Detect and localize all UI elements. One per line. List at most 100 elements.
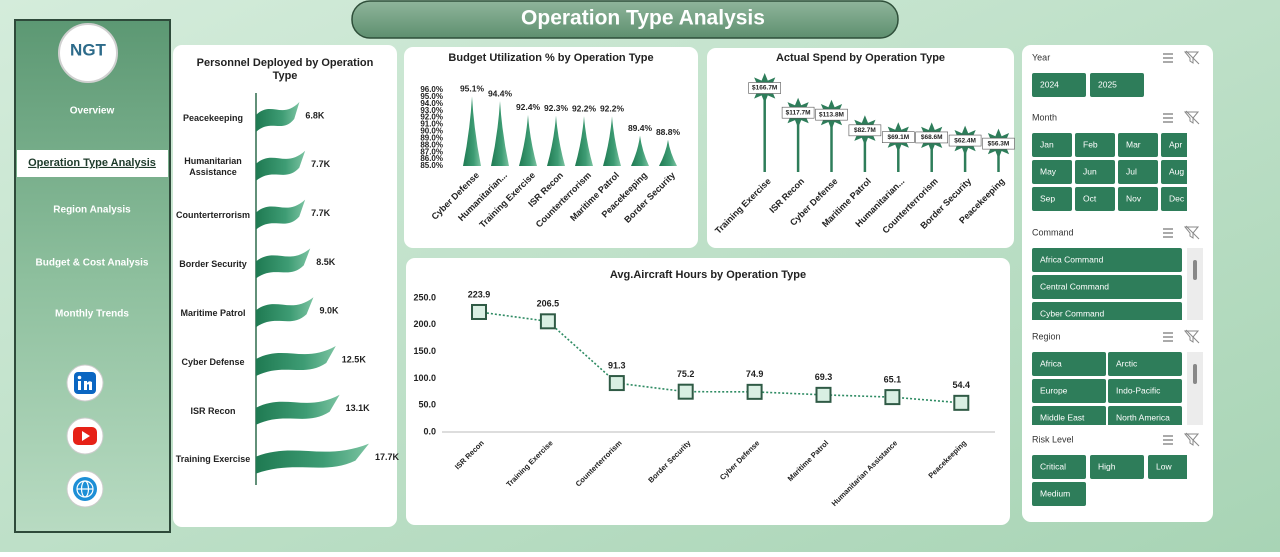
slicer-item[interactable]: Central Command (1040, 281, 1109, 291)
scrollbar[interactable] (1187, 352, 1203, 425)
multi-select-icon[interactable] (1163, 228, 1173, 238)
multi-select-icon[interactable] (1163, 332, 1173, 342)
slicer-button[interactable]: Jun (1075, 160, 1115, 184)
slicer-button-bg[interactable] (1148, 455, 1202, 479)
slicer-button[interactable]: High (1090, 455, 1144, 479)
website-icon[interactable] (66, 470, 104, 508)
slicer-item[interactable]: Dec (1169, 193, 1185, 203)
slicer-button-bg[interactable] (1090, 73, 1144, 97)
slicer-item[interactable]: Indo-Pacific (1116, 385, 1161, 395)
multi-select-icon[interactable] (1163, 113, 1173, 123)
slicer-item[interactable]: Medium (1040, 488, 1070, 498)
slicer-button-bg[interactable] (1032, 379, 1106, 403)
slicer-item[interactable]: 2024 (1040, 79, 1059, 89)
slicer-button-bg[interactable] (1032, 187, 1072, 211)
slicer-item[interactable]: High (1098, 461, 1116, 471)
slicer-item[interactable]: Feb (1083, 139, 1098, 149)
slicer-item[interactable]: 2025 (1098, 79, 1117, 89)
nav-item[interactable]: Budget & Cost Analysis (36, 258, 149, 269)
slicer-item[interactable]: Apr (1169, 139, 1182, 149)
slicer-button-bg[interactable] (1161, 187, 1201, 211)
slicer-button-bg[interactable] (1118, 160, 1158, 184)
slicer-item[interactable]: May (1040, 166, 1057, 176)
multi-select-icon[interactable] (1163, 435, 1173, 445)
slicer-button[interactable]: Apr (1161, 133, 1201, 157)
slicer-button[interactable]: Indo-Pacific (1108, 379, 1182, 403)
clear-filter-icon[interactable] (1183, 50, 1200, 65)
slicer-item[interactable]: Africa (1040, 358, 1062, 368)
slicer-item[interactable]: Jul (1126, 166, 1137, 176)
slicer-button-bg[interactable] (1032, 406, 1106, 430)
slicer-button-bg[interactable] (1032, 73, 1086, 97)
slicer-button-bg[interactable] (1090, 455, 1144, 479)
slicer-button-bg[interactable] (1108, 352, 1182, 376)
slicer-button-bg[interactable] (1032, 352, 1106, 376)
slicer-button[interactable]: Low (1148, 455, 1202, 479)
slicer-item[interactable]: Aug (1169, 166, 1184, 176)
slicer-button[interactable]: Middle East (1032, 406, 1106, 430)
slicer-button[interactable]: May (1032, 160, 1072, 184)
slicer-button[interactable]: Africa Command (1032, 248, 1182, 272)
slicer-item[interactable]: North America (1116, 412, 1170, 422)
slicer-button[interactable]: Arctic (1108, 352, 1182, 376)
slicer-button[interactable]: Medium (1032, 482, 1086, 506)
slicer-item[interactable]: Cyber Command (1040, 308, 1105, 318)
slicer-button[interactable]: Dec (1161, 187, 1201, 211)
slicer-button-bg[interactable] (1161, 133, 1201, 157)
youtube-icon[interactable] (66, 417, 104, 455)
slicer-button-bg[interactable] (1032, 275, 1182, 299)
slicer-item[interactable]: Low (1156, 461, 1172, 471)
slicer-button-bg[interactable] (1161, 160, 1201, 184)
slicer-item[interactable]: Middle East (1040, 412, 1085, 422)
slicer-button-bg[interactable] (1032, 302, 1182, 326)
slicer-button-bg[interactable] (1075, 187, 1115, 211)
slicer-item[interactable]: Jan (1040, 139, 1054, 149)
scrollbar[interactable] (1187, 248, 1203, 320)
slicer-item[interactable]: Arctic (1116, 358, 1138, 368)
slicer-button[interactable]: 2025 (1090, 73, 1144, 97)
slicer-item[interactable]: Oct (1083, 193, 1097, 203)
slicer-button-bg[interactable] (1032, 455, 1086, 479)
nav-item[interactable]: Monthly Trends (55, 309, 129, 320)
slicer-button[interactable]: 2024 (1032, 73, 1086, 97)
slicer-button[interactable]: Aug (1161, 160, 1201, 184)
scroll-thumb[interactable] (1193, 260, 1197, 280)
clear-filter-icon[interactable] (1183, 110, 1200, 125)
slicer-item[interactable]: Africa Command (1040, 254, 1104, 264)
slicer-item[interactable]: Jun (1083, 166, 1097, 176)
slicer-button-bg[interactable] (1108, 406, 1182, 430)
slicer-button[interactable]: Critical (1032, 455, 1086, 479)
slicer-button[interactable]: Oct (1075, 187, 1115, 211)
slicer-button-bg[interactable] (1032, 482, 1086, 506)
slicer-button-bg[interactable] (1075, 133, 1115, 157)
nav-item[interactable]: Operation Type Analysis (28, 157, 156, 169)
clear-filter-icon[interactable] (1183, 432, 1200, 447)
slicer-button[interactable]: Central Command (1032, 275, 1182, 299)
scroll-thumb[interactable] (1193, 364, 1197, 384)
slicer-button[interactable]: Feb (1075, 133, 1115, 157)
slicer-button[interactable]: Nov (1118, 187, 1158, 211)
slicer-button[interactable]: Mar (1118, 133, 1158, 157)
slicer-button-bg[interactable] (1032, 133, 1072, 157)
slicer-button-bg[interactable] (1075, 160, 1115, 184)
nav-active-bg[interactable] (17, 150, 168, 177)
clear-filter-icon[interactable] (1183, 225, 1200, 240)
slicer-button-bg[interactable] (1032, 160, 1072, 184)
slicer-button[interactable]: Sep (1032, 187, 1072, 211)
slicer-item[interactable]: Mar (1126, 139, 1141, 149)
slicer-button-bg[interactable] (1118, 133, 1158, 157)
slicer-button-bg[interactable] (1032, 248, 1182, 272)
nav-item[interactable]: Region Analysis (53, 205, 131, 216)
slicer-item[interactable]: Critical (1040, 461, 1066, 471)
slicer-item[interactable]: Nov (1126, 193, 1142, 203)
slicer-button[interactable]: Europe (1032, 379, 1106, 403)
nav-item[interactable]: Overview (70, 106, 115, 117)
slicer-button-bg[interactable] (1108, 379, 1182, 403)
slicer-button[interactable]: Jan (1032, 133, 1072, 157)
multi-select-icon[interactable] (1163, 53, 1173, 63)
slicer-button[interactable]: North America (1108, 406, 1182, 430)
slicer-button[interactable]: Jul (1118, 160, 1158, 184)
slicer-item[interactable]: Sep (1040, 193, 1055, 203)
slicer-item[interactable]: Europe (1040, 385, 1068, 395)
linkedin-icon[interactable] (66, 364, 104, 402)
